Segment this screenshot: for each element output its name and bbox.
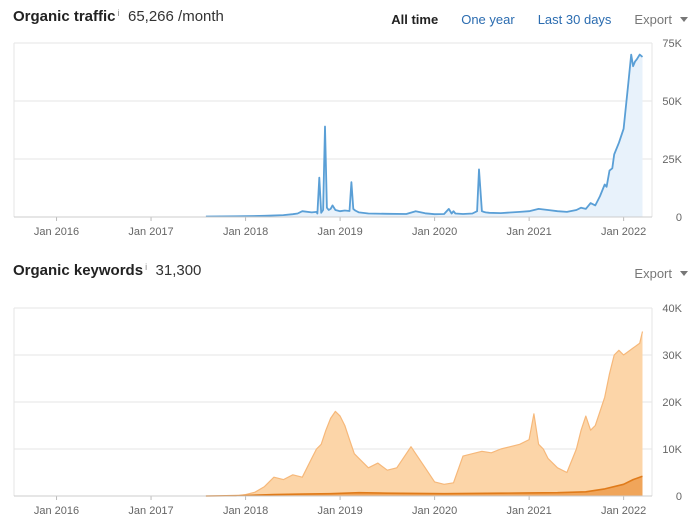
traffic-x-tick-label: Jan 2016 bbox=[34, 226, 79, 238]
keywords-y-tick-label: 30K bbox=[662, 350, 682, 362]
organic-keywords-chart: 0 10K 20K 30K 40K Jan 2016 Jan 2017 Jan 2018 Jan… bbox=[13, 303, 683, 517]
traffic-x-tick-label: Jan 2019 bbox=[317, 226, 362, 238]
range-last-30-days[interactable]: Last 30 days bbox=[537, 11, 612, 27]
traffic-x-tick-label: Jan 2022 bbox=[601, 226, 646, 238]
traffic-x-tick-label: Jan 2020 bbox=[412, 226, 457, 238]
traffic-y-tick-label: 50K bbox=[662, 96, 682, 108]
keywords-title: Organic keywords bbox=[13, 262, 144, 279]
traffic-controls: All time One year Last 30 days Export bbox=[391, 9, 700, 29]
keywords-y-tick-label: 40K bbox=[662, 303, 682, 315]
keywords-x-tick-label: Jan 2020 bbox=[412, 505, 457, 517]
keywords-x-tick-label: Jan 2017 bbox=[128, 505, 173, 517]
range-one-year[interactable]: One year bbox=[461, 11, 515, 27]
traffic-x-tick-label: Jan 2018 bbox=[223, 226, 268, 238]
traffic-info-icon[interactable]: i bbox=[117, 8, 120, 18]
keywords-x-tick-label: Jan 2019 bbox=[317, 505, 362, 517]
traffic-series-0-line bbox=[205, 53, 644, 218]
traffic-export-button[interactable]: Export bbox=[634, 12, 688, 27]
keywords-x-tick-label: Jan 2022 bbox=[601, 505, 646, 517]
traffic-y-tick-label: 0 bbox=[676, 212, 682, 224]
organic-keywords-panel: 0 10K 20K 30K 40K Jan 2016 Jan 2017 Jan 2018 Jan… bbox=[0, 254, 700, 522]
keywords-controls: Export bbox=[634, 263, 700, 283]
caret-down-icon bbox=[680, 270, 688, 276]
caret-down-icon bbox=[680, 16, 688, 22]
keywords-export-button[interactable]: Export bbox=[634, 266, 688, 281]
keywords-x-tick-label: Jan 2021 bbox=[506, 505, 551, 517]
keywords-title-row: Organic keywords i 31,300 bbox=[13, 262, 201, 282]
keywords-y-tick-label: 20K bbox=[662, 397, 682, 409]
traffic-x-tick-label: Jan 2021 bbox=[506, 226, 551, 238]
keywords-series-0-line bbox=[205, 331, 644, 497]
traffic-x-tick-label: Jan 2017 bbox=[128, 226, 173, 238]
keywords-info-icon[interactable]: i bbox=[145, 262, 148, 272]
keywords-series-1-area bbox=[205, 476, 643, 496]
organic-traffic-panel: 0 25K 50K 75K Jan 2016 Jan 2017 Jan 2018 Jan 20… bbox=[0, 0, 700, 250]
keywords-series-1-line bbox=[205, 475, 643, 497]
keywords-series-0-area bbox=[205, 331, 643, 496]
keywords-y-tick-label: 10K bbox=[662, 444, 682, 456]
range-all-time[interactable]: All time bbox=[391, 11, 439, 27]
keywords-export-label: Export bbox=[634, 265, 672, 281]
traffic-title-row: Organic traffic i 65,266 /month bbox=[13, 8, 224, 28]
keywords-metric: 31,300 bbox=[155, 262, 202, 279]
keywords-x-tick-label: Jan 2016 bbox=[34, 505, 79, 517]
organic-traffic-chart: 0 25K 50K 75K Jan 2016 Jan 2017 Jan 2018 Jan 20… bbox=[13, 38, 683, 238]
traffic-export-label: Export bbox=[634, 11, 672, 27]
traffic-y-tick-label: 25K bbox=[662, 154, 682, 166]
keywords-y-tick-label: 0 bbox=[676, 491, 682, 503]
traffic-y-tick-label: 75K bbox=[662, 38, 682, 50]
traffic-metric: 65,266 /month bbox=[127, 8, 224, 25]
traffic-series-0-area bbox=[205, 54, 643, 217]
keywords-x-tick-label: Jan 2018 bbox=[223, 505, 268, 517]
traffic-title: Organic traffic bbox=[13, 8, 116, 25]
